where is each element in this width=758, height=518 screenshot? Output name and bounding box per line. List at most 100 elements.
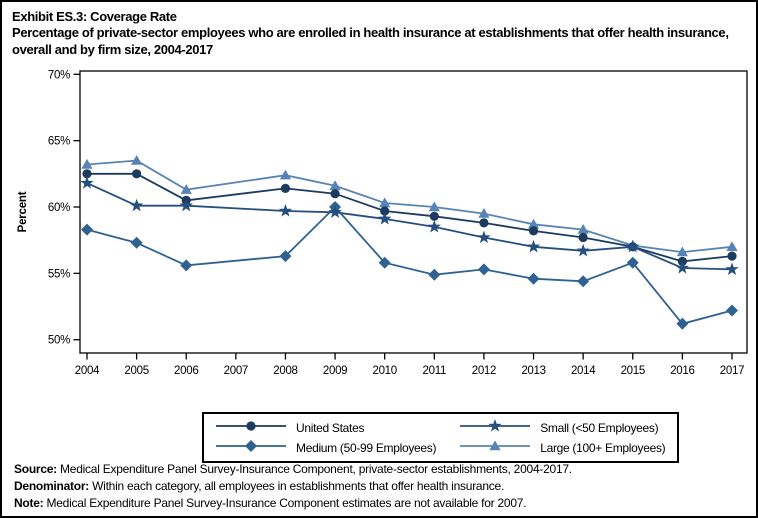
data-point-medium [626,256,639,269]
data-point-large [329,180,341,190]
data-point-large [379,197,391,208]
data-point-small [378,211,392,225]
legend-item-united-states: United States [214,418,436,437]
data-point-medium [577,275,590,288]
data-point-small [328,205,342,218]
legend-item-medium: Medium (50-99 Employees) [214,438,437,457]
data-point-small [179,198,193,212]
triangle-marker-glyph [460,440,531,451]
note-label: Note: [14,496,44,511]
legend-item-large: Large (100+ Employees) [458,438,666,457]
data-point-large [527,218,540,229]
x-tick-label: 2017 [720,365,744,377]
source-text: Medical Expenditure Panel Survey-Insuran… [56,462,572,476]
data-point-small [427,219,441,233]
data-point-large [81,158,93,169]
x-tick-label: 2009 [323,365,347,377]
data-point-medium [130,236,143,249]
data-point-medium [279,250,292,263]
data-point-medium [428,268,441,281]
triangle-marker-icon [458,438,532,457]
y-axis-label: Percent [17,191,29,232]
line-chart: 50% 55% 60% 65% 70% 2004 2005 2006 2007 2008 2009 2… [17,69,748,377]
star-marker-glyph [460,419,531,432]
data-point-medium [180,259,193,272]
y-tick-label: 65% [48,136,70,148]
data-point-large [428,201,440,212]
x-tick-label: 2013 [521,365,545,377]
data-point-united-states [82,169,92,179]
circle-marker-icon [214,418,288,437]
data-point-united-states [528,226,539,236]
data-point-large [279,169,292,180]
source-label: Source: [14,462,57,476]
data-point-united-states [578,232,588,243]
denominator-text: Within each category, all employees in e… [89,479,505,494]
x-tick-label: 2008 [273,365,297,377]
data-point-small [675,261,690,274]
source-line: Source: Medical Expenditure Panel Survey… [14,461,748,478]
data-point-large [726,241,738,251]
y-tick-label: 50% [48,335,70,347]
data-point-small [576,243,590,257]
data-point-small [80,176,94,189]
data-point-medium [726,304,738,317]
denominator-label: Denominator: [14,479,89,494]
data-point-small [477,230,491,244]
legend-label: Medium (50-99 Employees) [296,440,437,455]
data-point-large [180,184,192,194]
series-line-small [86,182,733,271]
x-tick-label: 2015 [621,365,645,377]
data-point-small [526,239,541,253]
legend-item-small: Small (<50 Employees) [458,418,665,437]
x-tick-label: 2011 [423,365,447,377]
legend-label: Small (<50 Employees) [540,420,659,435]
legend-label: United States [296,420,365,435]
data-point-united-states [479,218,489,228]
x-tick-label: 2006 [174,365,198,377]
x-tick-label: 2012 [472,365,496,377]
star-marker-icon [458,418,532,437]
x-tick-label: 2007 [224,365,248,377]
x-tick-label: 2005 [124,365,148,377]
data-point-united-states [429,211,439,221]
data-point-small [626,239,640,253]
data-point-medium [477,263,490,276]
data-point-large [131,155,143,165]
plot-frame [79,70,748,354]
diamond-marker-glyph [216,440,286,452]
denominator-line: Denominator: Within each category, all e… [14,478,748,495]
x-tick-label: 2004 [75,365,100,377]
data-point-medium [81,223,93,236]
data-point-large [676,246,688,257]
diamond-marker-icon [214,438,288,457]
circle-marker-glyph [216,421,286,431]
data-point-small [278,204,293,217]
x-tick-label: 2010 [372,365,396,377]
y-tick-label: 70% [48,69,70,81]
data-point-medium [676,317,689,330]
data-point-medium [378,256,391,269]
chart-subtitle: Percentage of private-sector employees w… [12,25,729,57]
y-tick-label: 60% [48,202,70,214]
y-tick-label: 55% [48,268,70,280]
data-point-united-states [280,183,291,193]
footer: Source: Medical Expenditure Panel Survey… [14,461,748,512]
title-block: Exhibit ES.3: Coverage Rate Percentage o… [12,9,748,58]
x-tick-label: 2014 [571,365,596,377]
data-point-united-states [727,251,737,261]
data-point-large [577,224,589,234]
data-point-small [725,262,739,276]
x-tick-label: 2016 [670,365,694,377]
legend: United States Small (<50 Employees) Medi… [202,412,680,463]
chart-title: Exhibit ES.3: Coverage Rate [12,9,177,24]
note-text: Medical Expenditure Panel Survey-Insuran… [43,496,527,511]
note-line: Note: Medical Expenditure Panel Survey-I… [14,495,748,512]
data-point-united-states [330,189,340,199]
data-point-united-states [132,169,142,179]
data-point-small [129,198,144,212]
legend-label: Large (100+ Employees) [540,440,666,455]
data-point-large [478,208,490,218]
data-point-medium [527,272,540,285]
